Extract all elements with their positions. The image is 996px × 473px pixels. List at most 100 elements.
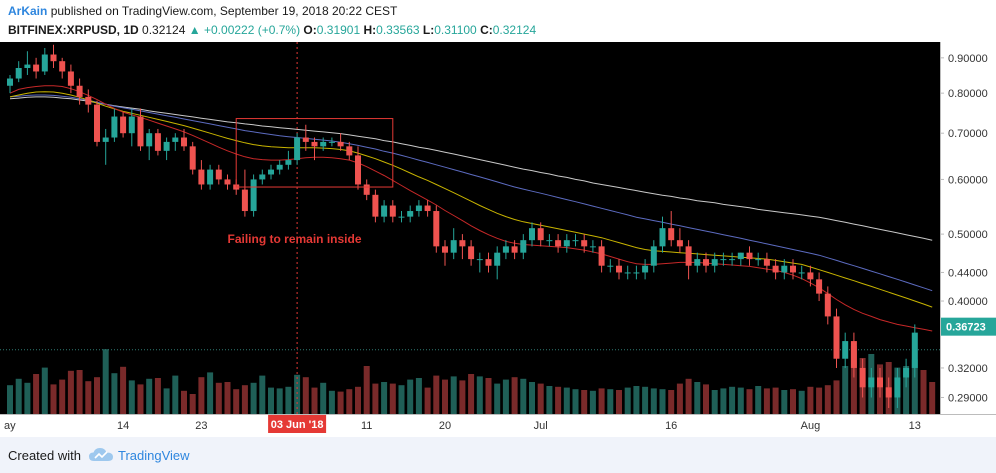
plot-background (0, 42, 940, 414)
candle-body (885, 387, 892, 398)
candle-body (268, 169, 274, 175)
candle-body (859, 367, 866, 388)
candle-body (120, 116, 127, 134)
volume-bar (798, 390, 805, 414)
volume-bar (442, 379, 448, 414)
volume-bar (807, 386, 814, 414)
price-tick-label: 0.80000 (948, 88, 988, 100)
volume-bar (711, 390, 718, 414)
last-price: 0.32124 (142, 23, 186, 37)
open-label: O: (303, 23, 317, 37)
time-tick-label: 11 (361, 420, 372, 432)
volume-bar (355, 386, 361, 414)
candle-body (76, 85, 83, 97)
volume-bar (94, 377, 100, 414)
candle-body (729, 259, 736, 261)
price-tick-label: 0.70000 (948, 128, 988, 140)
volume-bar (824, 385, 831, 414)
price-tick-label: 0.60000 (948, 174, 988, 186)
volume-bar (346, 389, 353, 414)
candle-body (650, 246, 657, 266)
candle-body (241, 189, 248, 212)
volume-bar (581, 390, 588, 414)
time-tick-label: ay (4, 420, 16, 432)
price-tick-label: 0.29000 (948, 392, 988, 404)
volume-bar (694, 382, 701, 414)
volume-bar (729, 386, 736, 414)
volume-bar (76, 370, 83, 414)
volume-bar (337, 391, 344, 414)
candle-body (111, 116, 118, 138)
candle-body (259, 174, 266, 180)
volume-bar (589, 390, 596, 414)
volume-bar (137, 384, 144, 414)
candle-body (59, 61, 66, 72)
price-chart[interactable]: Failing to remain inside 0.90000 0.80000 0.… (0, 42, 996, 437)
candle-body (694, 259, 701, 266)
candle-body (711, 259, 718, 266)
candle-body (198, 169, 205, 185)
author-link[interactable]: ArKain (8, 4, 48, 18)
candle-body (546, 240, 553, 242)
candle-body (41, 54, 48, 72)
candle-body (372, 194, 379, 217)
candle-body (676, 240, 683, 247)
volume-bar (703, 384, 709, 414)
candle-body (737, 252, 744, 260)
volume-bar (189, 394, 196, 414)
quote-line: BITFINEX:XRPUSD, 1D 0.32124 ▲ +0.00222 (… (8, 23, 536, 37)
candle-body (302, 137, 309, 142)
candle-body (798, 272, 805, 274)
date-marker-tag (268, 415, 327, 433)
volume-bar (407, 379, 414, 414)
volume-bar (276, 388, 283, 414)
volume-bar (259, 375, 266, 414)
candle-body (720, 259, 727, 261)
candle-body (790, 265, 796, 273)
volume-bar (763, 388, 770, 414)
volume-bar (816, 387, 823, 414)
volume-bar (154, 378, 161, 414)
change-value: +0.00222 (+0.7%) (204, 23, 301, 37)
volume-bar (520, 378, 527, 414)
candle-body (659, 228, 666, 247)
volume-bar (111, 373, 118, 414)
candle-body (450, 240, 457, 253)
candle-body (903, 367, 910, 378)
tradingview-link[interactable]: TradingView (118, 448, 190, 463)
candle-body (294, 137, 301, 161)
volume-bar (102, 349, 109, 414)
candle-body (607, 265, 614, 267)
candle-body (137, 116, 144, 147)
volume-bar (302, 377, 309, 414)
candle-body (102, 137, 109, 142)
volume-bar (215, 382, 222, 414)
volume-bar (163, 388, 170, 414)
candle-body (807, 272, 814, 280)
volume-bar (24, 382, 31, 414)
candle-body (755, 259, 762, 261)
volume-bar (241, 385, 248, 414)
volume-bar (398, 385, 405, 414)
candle-body (502, 246, 509, 253)
candle-body (894, 377, 901, 398)
candle-body (868, 377, 875, 388)
volume-bar (285, 386, 292, 414)
volume-bar (433, 375, 440, 414)
volume-bar (328, 390, 335, 414)
candles (7, 44, 918, 408)
candle-body (407, 211, 414, 217)
volume-bar (616, 390, 622, 414)
volume-bar (755, 386, 762, 414)
moving-average-line (9, 96, 933, 241)
candle-body (520, 240, 527, 253)
time-tick-label: Jul (534, 420, 548, 432)
volume-bar (381, 382, 388, 414)
candle-body (833, 316, 840, 359)
volume-bar (563, 387, 570, 414)
volume-bar (233, 389, 240, 414)
volume-bar (207, 372, 214, 414)
candle-body (842, 341, 849, 359)
candle-body (633, 272, 640, 274)
volume-bar (903, 366, 910, 414)
